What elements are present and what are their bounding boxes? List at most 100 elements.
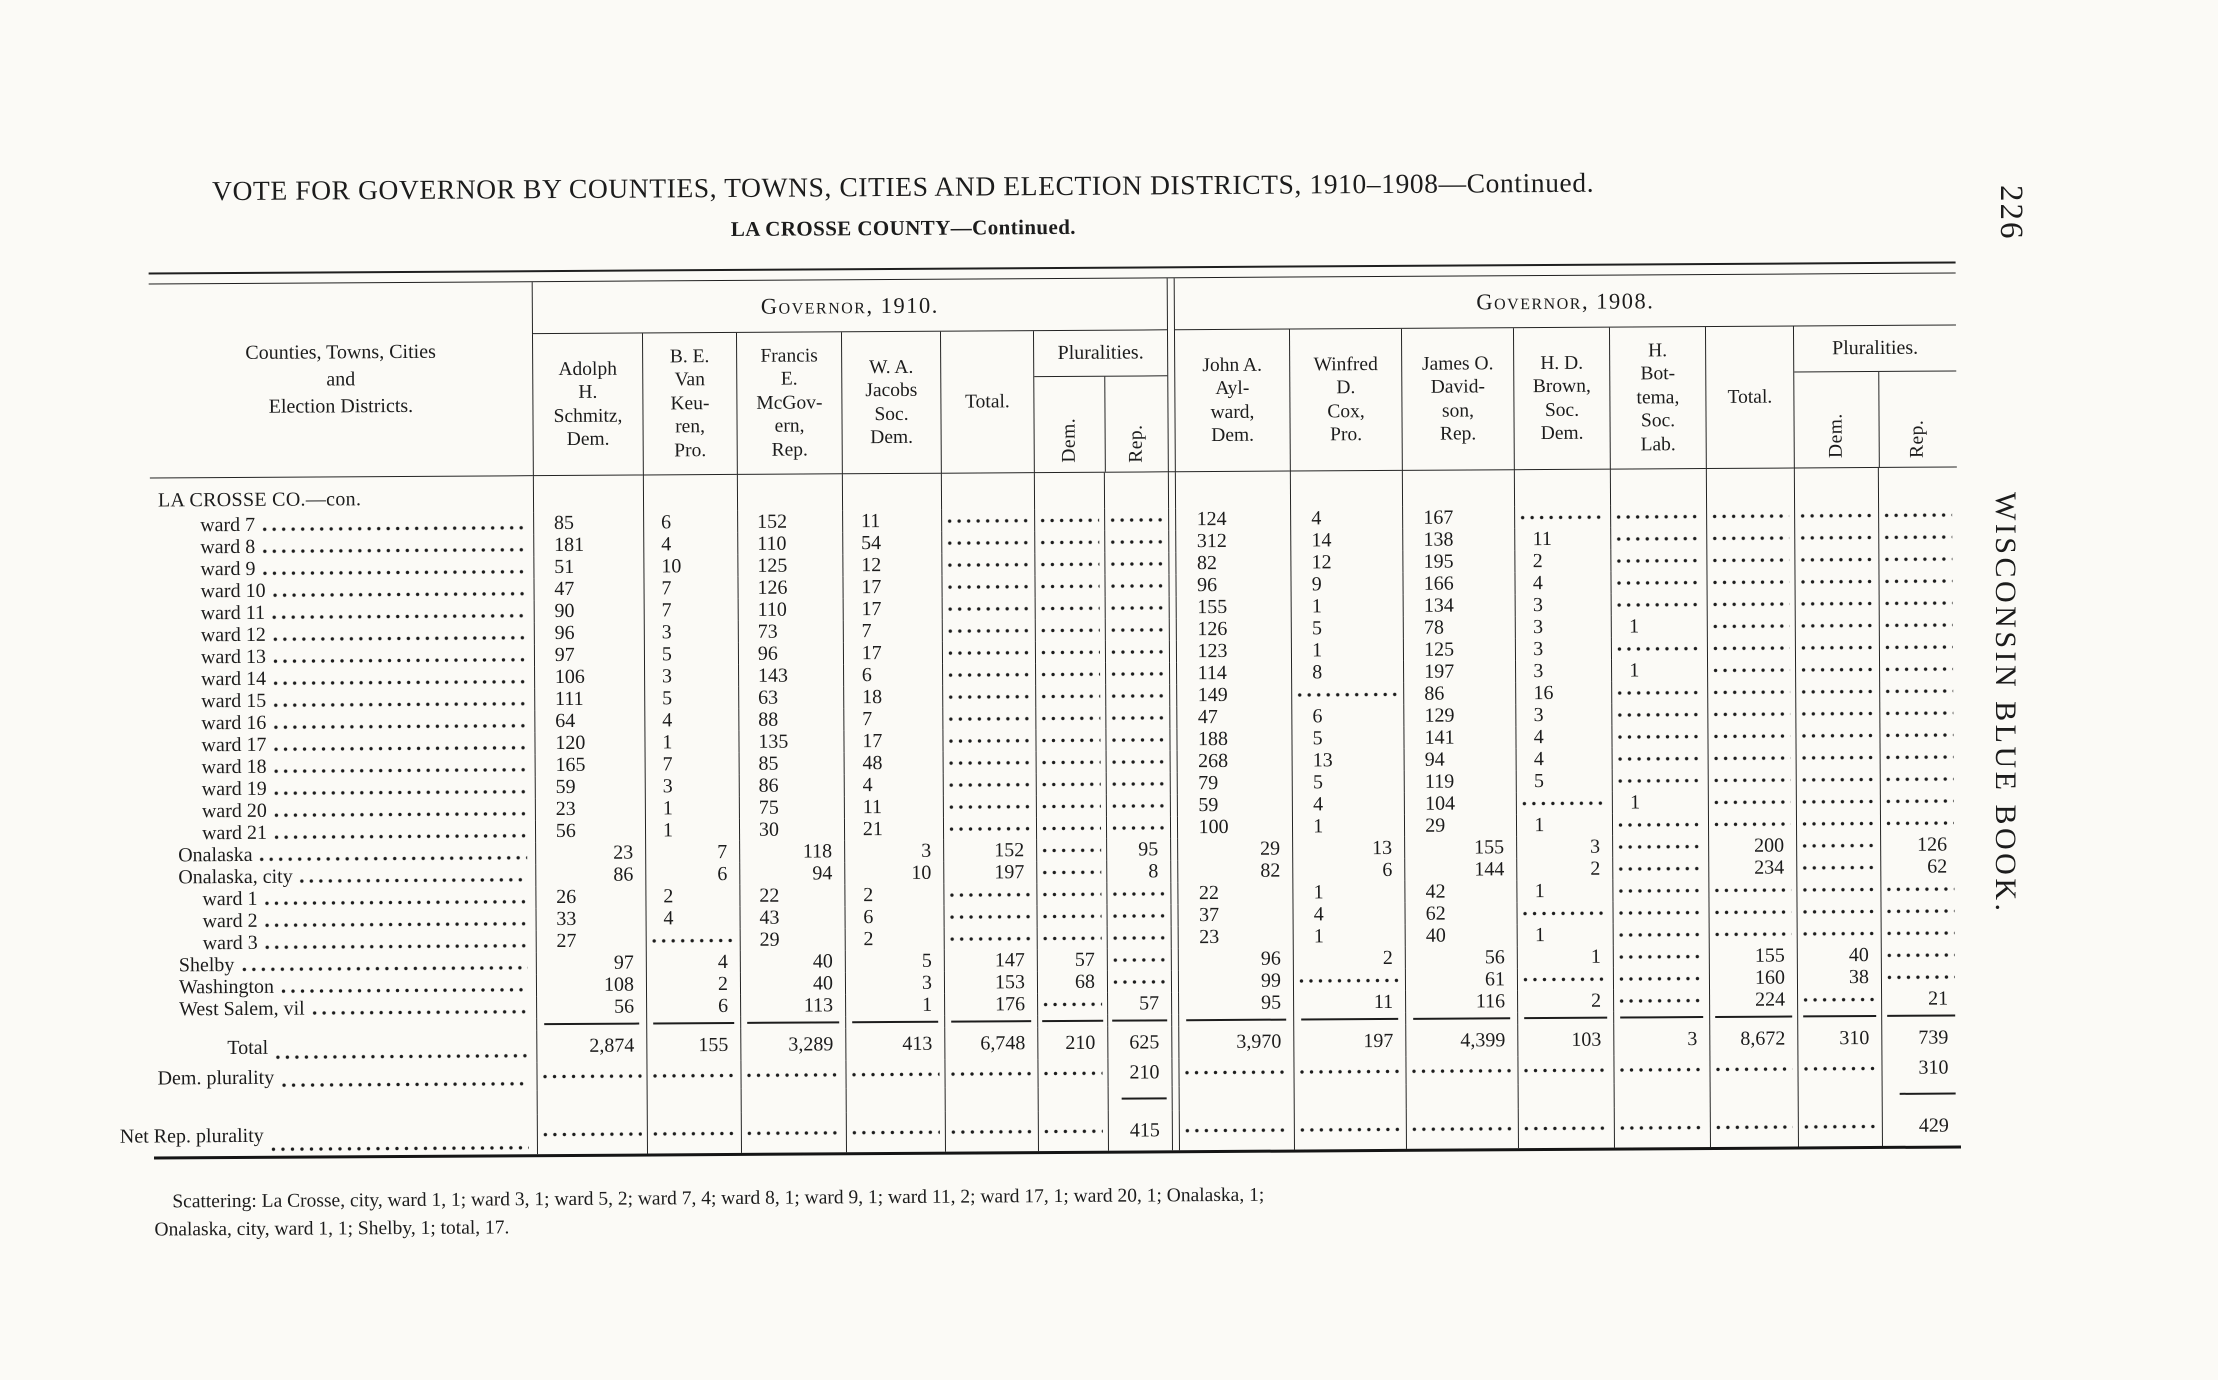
leader-dots <box>1886 886 1955 892</box>
leader-dots <box>1618 931 1704 938</box>
vote-cell: 29 <box>1178 837 1292 861</box>
vote-value: 119 <box>1424 770 1455 793</box>
dots-cell <box>1034 640 1106 664</box>
vote-value: 97 <box>613 951 634 974</box>
row-label-text: ward 8 <box>200 535 256 558</box>
vote-value: 415 <box>1129 1118 1160 1142</box>
vote-cell: 134 <box>1402 594 1515 617</box>
leader-dots <box>1042 825 1102 831</box>
vote-cell: 120 <box>534 731 645 755</box>
vote-value: 10 <box>911 861 932 884</box>
leader-dots <box>1801 732 1875 738</box>
vote-cell: 126 <box>1177 617 1291 641</box>
vote-value: 4 <box>1533 747 1544 770</box>
vote-value: 86 <box>1424 682 1445 705</box>
vote-value: 11 <box>860 509 881 532</box>
vote-cell: 143 <box>738 664 844 687</box>
leader-dots <box>1801 820 1876 826</box>
dots-cell <box>1795 701 1880 725</box>
leader-dots <box>948 803 1031 810</box>
vote-value: 94 <box>812 861 833 884</box>
dots-cell <box>645 928 740 952</box>
dots-cell <box>1879 745 1959 768</box>
leader-dots <box>1040 649 1100 655</box>
dots-cell <box>1708 900 1797 924</box>
vote-value: 59 <box>555 775 576 798</box>
leader-dots <box>1112 890 1166 897</box>
dots-cell <box>536 1061 647 1091</box>
row-label-text: ward 11 <box>200 601 266 624</box>
vote-value: 2 <box>717 972 729 995</box>
vote-cell: 147 <box>943 949 1037 972</box>
leader-dots <box>1111 670 1165 677</box>
dots-cell <box>1796 921 1881 945</box>
dots-cell <box>1706 636 1795 660</box>
leader-dots <box>1800 578 1874 584</box>
vote-cell: 38 <box>1796 966 1882 989</box>
section-divider <box>1169 684 1178 707</box>
vote-value: 23 <box>1199 925 1220 948</box>
dots-cell <box>1292 968 1406 992</box>
rule-cell <box>1881 1081 1961 1106</box>
vote-value: 95 <box>1138 837 1159 860</box>
vote-cell: 1 <box>1290 595 1403 618</box>
leader-dots <box>273 745 527 752</box>
dots-cell <box>1104 552 1169 575</box>
dots-cell <box>1707 702 1796 726</box>
vote-value: 3 <box>661 620 672 643</box>
county-subtitle: LA CROSSE COUNTY—Continued. <box>730 214 1076 241</box>
vote-value: 126 <box>757 576 788 599</box>
vote-cell: 1 <box>1292 925 1405 948</box>
leader-dots <box>947 649 1030 656</box>
dots-cell <box>1034 618 1105 642</box>
vote-value: 3 <box>1590 835 1601 858</box>
vote-cell: 152 <box>737 510 843 533</box>
dots-cell <box>1034 574 1105 598</box>
leader-dots <box>1110 560 1164 567</box>
dots-cell <box>1879 679 1959 702</box>
dots-cell <box>1104 596 1169 619</box>
row-label: Onalaska, city <box>152 864 535 888</box>
leader-dots <box>1712 535 1790 541</box>
dots-cell <box>1036 838 1107 862</box>
vote-cell: 4,399 <box>1405 1024 1518 1057</box>
leader-dots <box>1714 931 1792 937</box>
leader-dots <box>1297 691 1399 698</box>
vote-cell: 6 <box>643 511 738 534</box>
vote-cell: 141 <box>1403 726 1516 749</box>
leader-dots <box>1411 1067 1513 1074</box>
leader-dots <box>1886 908 1955 914</box>
leader-dots <box>949 913 1032 920</box>
vote-value: 134 <box>1423 594 1454 617</box>
dots-cell <box>1610 527 1707 550</box>
section-divider <box>1170 904 1179 927</box>
sum-rule <box>1803 1014 1877 1018</box>
row-label: ward 3 <box>153 930 536 954</box>
vote-cell <box>1705 468 1795 506</box>
vote-cell: 6 <box>1291 705 1404 728</box>
leader-dots <box>1713 821 1792 827</box>
dots-cell <box>1879 701 1959 724</box>
leader-dots <box>1619 1066 1705 1073</box>
leader-dots <box>1110 626 1164 633</box>
vote-value: 85 <box>553 511 575 534</box>
vote-value: 4,399 <box>1460 1028 1506 1052</box>
vote-value: 3 <box>1687 1027 1698 1050</box>
vote-cell: 166 <box>1402 572 1515 595</box>
dots-cell <box>1612 879 1709 902</box>
section-divider <box>1167 472 1177 509</box>
vote-value: 143 <box>757 664 789 687</box>
dots-cell <box>1104 618 1169 641</box>
vote-cell: 310 <box>1881 1053 1961 1082</box>
vote-cell: 27 <box>535 929 646 953</box>
vote-cell: 8 <box>1106 860 1171 883</box>
vote-value: 22 <box>1198 881 1219 904</box>
dots-cell <box>1707 812 1797 836</box>
sum-rule <box>1042 1019 1104 1023</box>
sum-rule <box>543 1022 640 1026</box>
vote-value: 138 <box>1423 528 1454 551</box>
vote-value: 5 <box>1312 770 1323 793</box>
dots-cell <box>1515 791 1612 815</box>
dots-cell <box>1706 658 1796 682</box>
dots-cell <box>1035 684 1106 708</box>
